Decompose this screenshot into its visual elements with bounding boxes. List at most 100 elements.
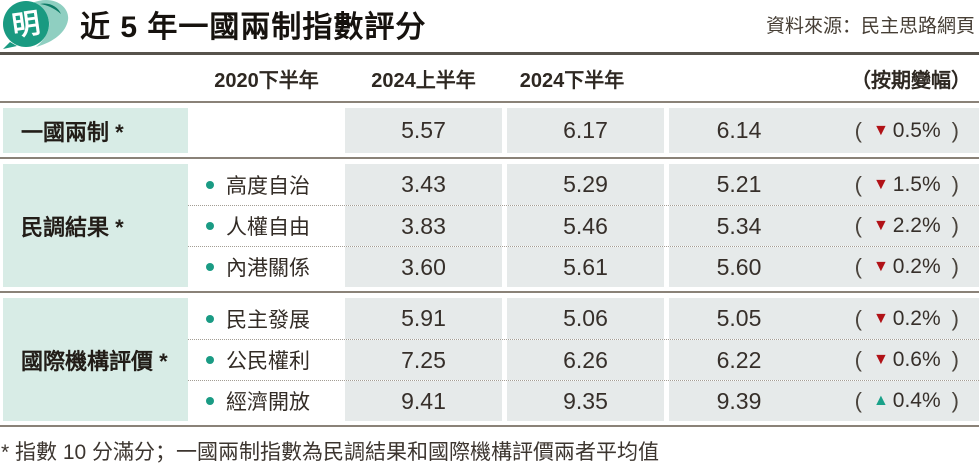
page-title: 近 5 年一國兩制指數評分 bbox=[80, 11, 427, 44]
row-subitem: 公民權利 bbox=[188, 340, 345, 380]
paren-close: ) bbox=[951, 117, 959, 143]
column-header-change: （按期變幅） bbox=[851, 69, 971, 92]
paren-close: ) bbox=[951, 347, 959, 372]
table-row: 經濟開放 9.41 9.35 9.39 ( ▲ 0.4% ) bbox=[188, 380, 979, 421]
bullet-icon bbox=[206, 314, 214, 323]
row-subitem-label: 內港關係 bbox=[226, 257, 310, 280]
bullet-icon bbox=[206, 222, 214, 230]
row-subitem: 民主發展 bbox=[188, 298, 345, 339]
cell-2024h1: 6.26 bbox=[502, 340, 664, 380]
paren-open: ( bbox=[854, 254, 862, 279]
change-triangle-icon: ▼ bbox=[872, 258, 889, 275]
change-badge: ( ▼ 0.2% ) bbox=[855, 306, 959, 332]
cell-2024h2: 6.14 bbox=[716, 117, 762, 143]
row-subitem: 經濟開放 bbox=[188, 381, 345, 421]
cell-2020h2: 9.41 bbox=[345, 381, 502, 421]
group-intl-ratings: 國際機構評價 * 民主發展 5.91 5.06 5.05 ( ▼ 0.2% ) bbox=[0, 293, 979, 425]
bullet-icon bbox=[206, 356, 214, 364]
row-subitem-label: 公民權利 bbox=[226, 350, 310, 373]
group-label: 民調結果 * bbox=[3, 164, 188, 287]
paren-close: ) bbox=[951, 254, 959, 279]
group-label: 一國兩制 * bbox=[3, 108, 188, 153]
row-subitem-label: 高度自治 bbox=[226, 174, 310, 198]
change-value: 0.2% bbox=[892, 255, 941, 278]
table-row: 5.57 6.17 6.14 ( ▼ 0.5% ) bbox=[188, 108, 979, 153]
change-triangle-icon: ▼ bbox=[872, 217, 889, 234]
cell-2024h2: 6.22 bbox=[716, 346, 762, 373]
paren-open: ( bbox=[854, 171, 862, 197]
cell-2024h2: 9.39 bbox=[716, 387, 762, 414]
change-triangle-icon: ▼ bbox=[872, 309, 889, 327]
row-subitem bbox=[188, 108, 345, 153]
cell-2020h2: 5.91 bbox=[345, 298, 502, 339]
cell-2024h2-change: 5.21 ( ▼ 1.5% ) bbox=[664, 164, 979, 205]
change-triangle-icon: ▲ bbox=[872, 392, 889, 409]
row-subitem: 內港關係 bbox=[188, 247, 345, 287]
divider-line bbox=[0, 157, 979, 159]
change-badge: ( ▲ 0.4% ) bbox=[855, 388, 959, 414]
paren-open: ( bbox=[854, 305, 862, 331]
change-triangle-icon: ▼ bbox=[872, 121, 889, 139]
bullet-icon bbox=[206, 180, 214, 189]
change-value: 0.4% bbox=[892, 389, 941, 412]
cell-2024h1: 6.17 bbox=[502, 108, 664, 153]
table-row: 公民權利 7.25 6.26 6.22 ( ▼ 0.6% ) bbox=[188, 339, 979, 380]
mingpao-logo-icon: 明 bbox=[3, 0, 69, 49]
paren-close: ) bbox=[951, 171, 959, 197]
change-badge: ( ▼ 0.2% ) bbox=[855, 254, 959, 280]
column-header-2024h2-wrap: 2024下半年 bbox=[502, 55, 664, 101]
divider-line bbox=[0, 291, 979, 293]
row-subitem: 高度自治 bbox=[188, 164, 345, 205]
data-source-note: 資料來源：民主思路網頁 bbox=[765, 15, 975, 37]
table-row: 人權自由 3.83 5.46 5.34 ( ▼ 2.2% ) bbox=[188, 205, 979, 246]
paren-open: ( bbox=[854, 347, 862, 372]
cell-2024h2-change: 5.60 ( ▼ 0.2% ) bbox=[664, 247, 979, 287]
cell-2024h2: 5.05 bbox=[716, 305, 762, 331]
cell-2024h2: 5.21 bbox=[716, 171, 762, 197]
paren-close: ) bbox=[951, 305, 959, 331]
svg-text:明: 明 bbox=[10, 6, 42, 43]
change-badge: ( ▼ 0.6% ) bbox=[855, 347, 959, 373]
change-triangle-icon: ▼ bbox=[872, 351, 889, 368]
table-row: 高度自治 3.43 5.29 5.21 ( ▼ 1.5% ) bbox=[188, 164, 979, 205]
cell-2020h2: 3.43 bbox=[345, 164, 502, 205]
change-badge: ( ▼ 2.2% ) bbox=[855, 213, 959, 239]
paren-open: ( bbox=[854, 213, 862, 238]
change-triangle-icon: ▼ bbox=[872, 175, 889, 193]
row-subitem-label: 經濟開放 bbox=[226, 391, 310, 414]
cell-2020h2: 3.60 bbox=[345, 247, 502, 287]
group-label: 國際機構評價 * bbox=[3, 298, 188, 421]
cell-2024h1: 9.35 bbox=[502, 381, 664, 421]
column-header-change-wrap: （按期變幅） bbox=[664, 55, 979, 101]
paren-close: ) bbox=[951, 213, 959, 238]
cell-2024h2: 5.34 bbox=[716, 212, 762, 239]
divider-line bbox=[0, 425, 979, 427]
footnote: * 指數 10 分滿分；一國兩制指數為民調結果和國際機構評價兩者平均值 bbox=[1, 441, 660, 464]
cell-2024h2-change: 9.39 ( ▲ 0.4% ) bbox=[664, 381, 979, 421]
cell-2024h1: 5.06 bbox=[502, 298, 664, 339]
change-badge: ( ▼ 0.5% ) bbox=[855, 118, 959, 144]
cell-2024h1: 5.29 bbox=[502, 164, 664, 205]
group-overall: 一國兩制 * 5.57 6.17 6.14 ( ▼ 0.5% ) bbox=[0, 103, 979, 157]
cell-2024h1: 5.61 bbox=[502, 247, 664, 287]
paren-open: ( bbox=[854, 117, 862, 143]
table-row: 民主發展 5.91 5.06 5.05 ( ▼ 0.2% ) bbox=[188, 298, 979, 339]
group-poll-results: 民調結果 * 高度自治 3.43 5.29 5.21 ( ▼ 1.5% ) bbox=[0, 159, 979, 291]
change-value: 1.5% bbox=[892, 172, 941, 196]
cell-2024h1: 5.46 bbox=[502, 206, 664, 246]
paren-open: ( bbox=[854, 388, 862, 413]
row-subitem-label: 人權自由 bbox=[226, 216, 310, 239]
bullet-icon bbox=[206, 397, 214, 405]
cell-2020h2: 7.25 bbox=[345, 340, 502, 380]
table-header-row: 2020下半年 2024上半年 2024下半年 （按期變幅） bbox=[0, 55, 979, 101]
change-value: 0.2% bbox=[892, 306, 941, 330]
row-subitem-label: 民主發展 bbox=[226, 308, 310, 332]
cell-2024h2-change: 5.34 ( ▼ 2.2% ) bbox=[664, 206, 979, 246]
row-subitem: 人權自由 bbox=[188, 206, 345, 246]
change-value: 0.5% bbox=[892, 118, 941, 142]
column-header-2024h1: 2024上半年 bbox=[371, 69, 476, 92]
masthead: 明 近 5 年一國兩制指數評分 資料來源：民主思路網頁 bbox=[0, 0, 979, 55]
cell-2024h2-change: 6.14 ( ▼ 0.5% ) bbox=[664, 108, 979, 153]
change-value: 0.6% bbox=[892, 348, 941, 371]
change-value: 2.2% bbox=[892, 214, 941, 237]
